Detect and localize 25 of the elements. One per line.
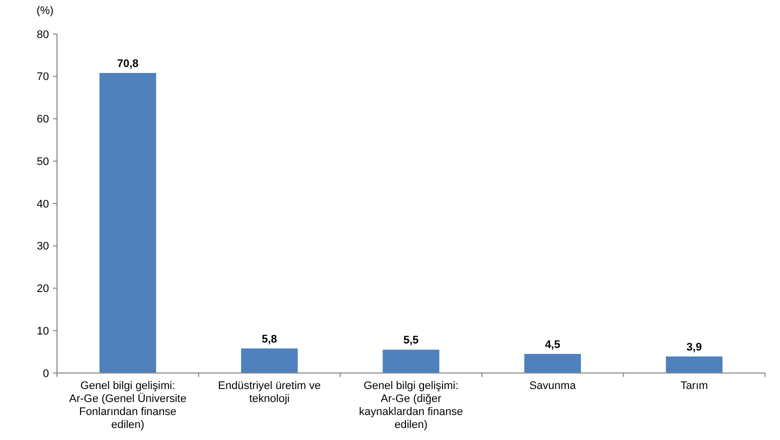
x-tick-label: Genel bilgi gelişimi: Ar-Ge (diğer kaynaklardan finanse edilen) <box>359 380 463 431</box>
data-label: 4,5 <box>544 338 560 351</box>
bar <box>241 348 298 373</box>
data-label: 5,8 <box>262 333 278 346</box>
bar <box>99 72 156 373</box>
data-label: 70,8 <box>117 58 139 70</box>
y-tick-label: 70 <box>36 71 49 84</box>
y-tick-label: 40 <box>36 198 49 210</box>
bar <box>382 350 440 373</box>
y-tick-label: 50 <box>36 156 49 168</box>
x-tick-label: Endüstriyel üretim ve teknoloji <box>218 380 321 405</box>
y-axis-title: (%) <box>36 5 54 17</box>
y-tick-label: 60 <box>36 114 49 126</box>
x-tick-label: Savunma <box>529 380 577 392</box>
y-tick-label: 10 <box>36 325 49 338</box>
data-label: 5,5 <box>403 334 419 347</box>
y-tick-label: 0 <box>42 368 49 380</box>
data-label: 3,9 <box>686 341 702 354</box>
y-tick-label: 30 <box>36 240 49 253</box>
x-tick-label: Tarım <box>680 380 708 392</box>
bar <box>666 356 723 373</box>
y-tick-label: 20 <box>36 283 49 296</box>
bar <box>524 354 581 373</box>
y-tick-label: 80 <box>36 28 49 41</box>
x-tick-label: Genel bilgi gelişimi: Ar-Ge (Genel Üniversite Fonlarından finanse edilen) <box>69 380 186 431</box>
